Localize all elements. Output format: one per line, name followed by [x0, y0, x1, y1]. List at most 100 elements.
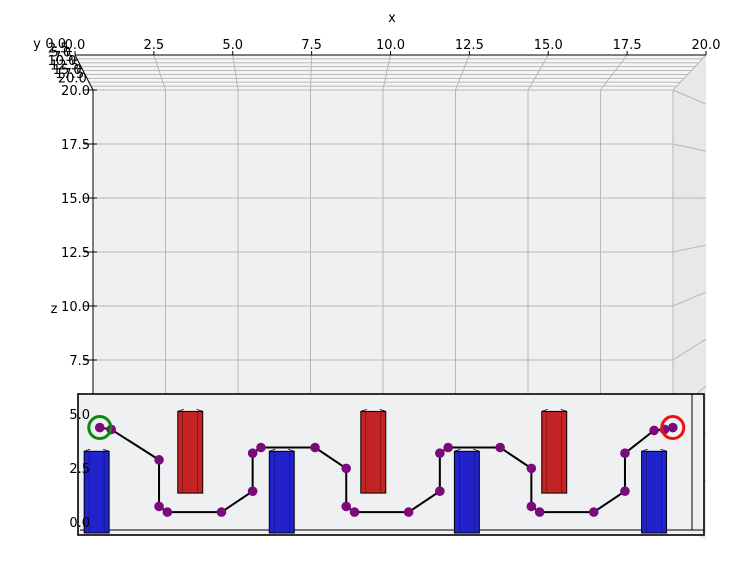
path-waypoint: [349, 507, 360, 517]
z-tick-label: 5.0: [69, 408, 90, 423]
z-tick-label: 0.0: [69, 516, 90, 531]
y-tick-label: 5.0: [51, 46, 72, 61]
path-waypoint: [435, 486, 445, 497]
blue-obstacle-edge: [273, 450, 290, 534]
blue-obstacle: [641, 448, 668, 534]
red-obstacle-edge: [546, 411, 563, 494]
x-tick-label: 12.5: [455, 38, 484, 53]
blue-obstacle-front: [83, 450, 110, 534]
path-waypoint: [620, 448, 630, 459]
path-waypoint: [526, 501, 537, 512]
y-tick-label: 2.5: [48, 41, 69, 56]
grid-line-right: [672, 143, 707, 152]
z-tick-label: 10.0: [61, 300, 90, 315]
path-waypoint: [495, 442, 505, 453]
x-tick-label: 7.5: [301, 38, 322, 53]
grid-line-right: [672, 244, 707, 253]
y-tick-label: 10.0: [47, 54, 76, 69]
grid-line-top: [153, 54, 166, 91]
path-waypoint: [341, 463, 352, 474]
blue-obstacle-edge: [646, 450, 662, 534]
grid-line-top: [310, 54, 313, 91]
y-axis-line: [74, 54, 94, 91]
red-obstacle-edge: [560, 409, 567, 412]
path-waypoint: [154, 501, 164, 512]
path-waypoint: [534, 507, 545, 517]
grid-line-top: [600, 54, 628, 91]
workspace-box: [77, 393, 705, 536]
blue-obstacle-edge: [84, 448, 91, 452]
path-waypoint: [216, 507, 227, 517]
path-waypoint: [668, 422, 678, 433]
blue-obstacle: [268, 448, 295, 534]
path-waypoint: [247, 486, 258, 497]
grid-line-right: [672, 338, 707, 361]
blue-obstacle-edge: [102, 448, 110, 452]
red-obstacle-edge: [541, 409, 548, 412]
path-waypoint: [620, 486, 630, 497]
grid-line-right: [672, 291, 707, 307]
blue-obstacle-edge: [459, 450, 475, 534]
blue-obstacle-edge: [454, 448, 461, 452]
blue-obstacle-edge: [641, 448, 648, 452]
path-waypoint: [154, 455, 164, 465]
blue-obstacle-edge: [269, 448, 276, 452]
path-waypoint: [310, 442, 320, 453]
z-tick-label: 17.5: [61, 138, 90, 153]
z-tick-label: 15.0: [61, 192, 90, 207]
red-obstacle-edge: [182, 411, 199, 494]
red-obstacle: [541, 409, 568, 494]
scene: [77, 393, 705, 536]
blue-obstacle-front: [641, 450, 668, 534]
path-waypoint: [256, 442, 266, 453]
top-pane: [75, 55, 706, 90]
y-tick-label: 15.0: [53, 63, 82, 78]
y-tick-label: 0.0: [45, 37, 66, 52]
x-tick-label: 0.0: [65, 38, 86, 53]
red-obstacle-front: [177, 410, 204, 494]
y-tick-label: 20.0: [58, 71, 87, 86]
z-tick-label: 7.5: [69, 354, 90, 369]
z-tick-label: 20.0: [61, 84, 90, 99]
blue-obstacle-front: [453, 450, 480, 534]
red-obstacle-front: [541, 410, 568, 494]
path-waypoint: [403, 507, 414, 517]
path-waypoint: [649, 425, 659, 436]
tick-labels: 0.0 2.5 5.0 7.5 10.0 12.5 15.0 17.5 20.00.02.55.…: [45, 37, 720, 531]
path-waypoint: [94, 422, 105, 433]
y-tick-label: 12.5: [50, 59, 79, 74]
red-obstacle-edge: [379, 409, 386, 412]
blue-obstacle-edge: [473, 448, 480, 452]
y-tick-label: 17.5: [55, 67, 84, 82]
z-axis-label: z: [51, 302, 58, 317]
start-marker: [87, 415, 113, 441]
red-obstacle-edge: [360, 409, 367, 412]
red-obstacle-edge: [177, 409, 184, 412]
path-waypoint: [435, 448, 445, 459]
blue-obstacle: [83, 448, 110, 534]
path-waypoint: [247, 448, 258, 459]
grid-line-top: [527, 54, 549, 91]
x-axis-label: x: [388, 11, 396, 26]
red-obstacle-front: [360, 410, 387, 494]
red-obstacle: [177, 409, 204, 494]
path-waypoint: [588, 507, 599, 517]
grid-line-top: [672, 54, 707, 91]
y-tick-label: 7.5: [53, 50, 74, 65]
x-tick-label: 2.5: [144, 38, 165, 53]
y-axis-label: y: [33, 37, 41, 52]
blue-obstacle-edge: [288, 448, 295, 452]
blue-obstacle-front: [268, 450, 295, 534]
grid-line-right: [672, 89, 707, 105]
blue-obstacle: [453, 448, 480, 534]
path-waypoint: [341, 501, 352, 512]
red-obstacle-edge: [196, 409, 203, 412]
grid-line-top: [455, 54, 470, 91]
x-tick-label: 10.0: [376, 38, 405, 53]
grid-line-top: [232, 54, 239, 91]
x-tick-label: 20.0: [692, 38, 721, 53]
blue-obstacle-edge: [88, 450, 105, 534]
path-waypoint: [526, 463, 537, 474]
path-waypoint: [162, 507, 173, 517]
